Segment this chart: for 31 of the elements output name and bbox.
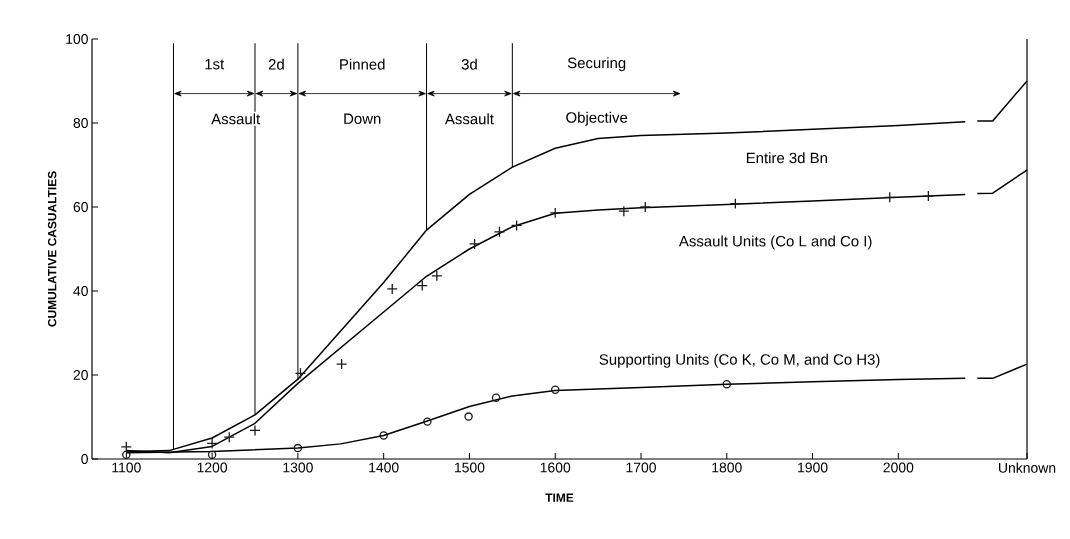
annotation: Down xyxy=(344,113,381,124)
series-label: Assault Units (Co L and Co I) xyxy=(678,235,872,250)
annotation: Pinned xyxy=(340,58,385,70)
x-tick-label: 2000 xyxy=(883,462,914,473)
y-axis-title: CUMULATIVE CASUALTIES xyxy=(47,171,57,327)
y-tick-label: 100 xyxy=(66,34,88,44)
x-tick-label: 1500 xyxy=(454,462,485,473)
x-axis-title: TIME xyxy=(545,493,574,502)
x-tick-label: 1800 xyxy=(712,462,742,473)
annotation: 3d xyxy=(461,58,477,70)
annotation: Assault xyxy=(211,113,261,125)
y-tick-label: 60 xyxy=(73,202,88,212)
annotation: Securing xyxy=(567,57,626,72)
annotation: 2d xyxy=(268,58,284,70)
x-tick-label: 1400 xyxy=(369,462,399,473)
x-tick-label: 1300 xyxy=(283,462,313,473)
x-tick-label: 1600 xyxy=(540,462,571,473)
x-tick-label: Unknown xyxy=(999,462,1056,473)
annotation: Objective xyxy=(566,111,628,126)
series-label: Supporting Units (Co K, Co M, and Co H3) xyxy=(599,353,880,368)
x-tick-label: 1900 xyxy=(798,462,828,473)
annotation: 1st xyxy=(205,58,225,70)
series-label: Entire 3d Bn xyxy=(746,152,827,164)
y-tick-label: 0 xyxy=(81,454,88,464)
y-tick-label: 20 xyxy=(73,370,88,380)
annotation: Assault xyxy=(444,113,494,125)
y-tick-label: 80 xyxy=(73,118,88,128)
x-tick-label: 1100 xyxy=(112,462,141,473)
y-tick-label: 40 xyxy=(73,286,88,296)
x-tick-label: 1200 xyxy=(197,462,228,473)
x-tick-label: 1700 xyxy=(626,462,656,473)
